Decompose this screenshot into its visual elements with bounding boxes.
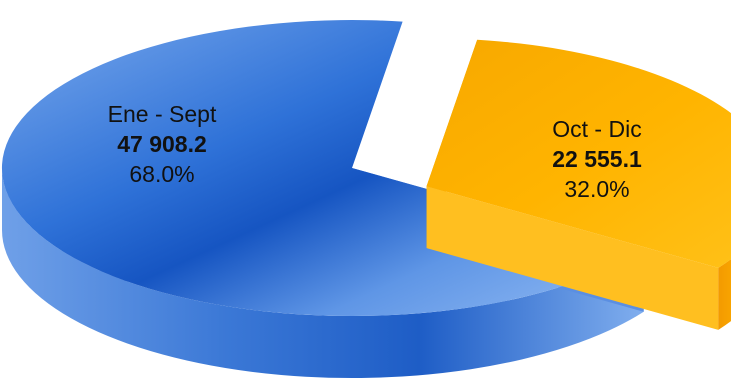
slice-top-oct-dic [426,39,731,268]
slice-wall-oct-dic-end [426,186,719,330]
pie-slices [1,20,731,379]
slice-label-name: Ene - Sept [108,101,217,127]
slice-side-oct-dic [718,259,731,330]
slice-label-value: 47 908.2 [117,131,207,157]
slice-label-percent: 32.0% [564,176,629,202]
slice-labels: Ene - Sept 47 908.2 68.0% Oct - Dic 22 555.1… [108,101,642,202]
slice-label-name: Oct - Dic [552,116,641,142]
slice-label-percent: 68.0% [129,161,194,187]
slice-side-ene-sept [1,168,644,379]
slice-label-value: 22 555.1 [552,146,642,172]
